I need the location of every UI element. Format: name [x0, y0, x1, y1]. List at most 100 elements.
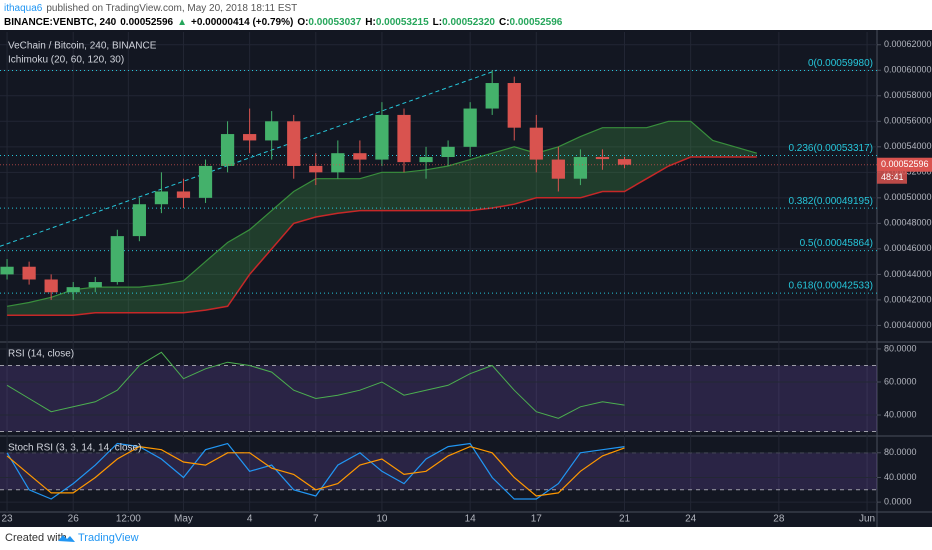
candle-body — [132, 204, 146, 237]
candle-body — [595, 157, 610, 160]
last-price-label: 0.00052596 — [881, 159, 929, 169]
y-tick-label: 0.00054000 — [884, 141, 932, 151]
logo — [58, 535, 75, 542]
series-line — [6, 442, 625, 500]
cloud-fill — [7, 121, 757, 316]
quote-part: L: — [433, 17, 442, 28]
header-bg — [0, 0, 932, 30]
candle-body — [551, 159, 565, 179]
y-tick-label: 0.00056000 — [884, 116, 932, 126]
quote-part: BINANCE:VENBTC, 240 — [4, 17, 117, 28]
trendline — [0, 69, 497, 247]
y-tick-label: 0.00062000 — [884, 39, 932, 49]
y-tick-label: 40.0000 — [884, 472, 917, 482]
band-fill — [0, 452, 877, 490]
y-tick-label: 0.00050000 — [884, 192, 932, 202]
x-tick-label: 24 — [685, 514, 697, 525]
header-line: ithaqua6 published on TradingView.com, Ma… — [4, 3, 297, 14]
quote-part: C: — [499, 17, 510, 28]
x-tick-label: 10 — [376, 514, 388, 525]
x-tick-label: 26 — [68, 514, 80, 525]
candle-body — [573, 157, 588, 179]
candle-body — [375, 114, 389, 160]
pane-title: Stoch RSI (3, 3, 14, 14, close) — [8, 443, 141, 454]
candle-body — [617, 159, 632, 165]
candle-body — [88, 282, 102, 288]
y-tick-label: 0.0000 — [884, 497, 912, 507]
pane-subtitle: Ichimoku (20, 60, 120, 30) — [8, 55, 124, 66]
candle-body — [485, 83, 499, 109]
candle-body — [463, 108, 477, 147]
candle-body — [66, 287, 80, 293]
quote-part: +0.00000414 (+0.79%) — [191, 17, 293, 28]
fib-label: 0.382(0.00049195) — [788, 196, 873, 207]
y-tick-label: 0.00058000 — [884, 90, 932, 100]
y-tick-label: 0.00060000 — [884, 65, 932, 75]
quote-part: 0.00052596 — [120, 17, 173, 28]
candle-body — [265, 121, 279, 141]
pane-title: VeChain / Bitcoin, 240, BINANCE — [8, 41, 157, 52]
cloud-lower — [7, 156, 757, 316]
x-tick-label: 21 — [619, 514, 631, 525]
quote-part: H: — [365, 17, 376, 28]
fib-label: 0.618(0.00042533) — [788, 281, 873, 292]
candle-body — [110, 236, 124, 283]
candle-body — [309, 165, 323, 173]
quote-part: 0.00052320 — [442, 17, 495, 28]
fib-label: 0.236(0.00053317) — [788, 143, 873, 154]
y-tick-label: 0.00046000 — [884, 243, 932, 253]
series-line — [6, 445, 625, 497]
footer-created: Created with — [5, 532, 67, 544]
candle-body — [44, 279, 58, 293]
y-tick-label: 80.0000 — [884, 343, 917, 353]
y-tick-label: 0.00040000 — [884, 320, 932, 330]
candle-body — [529, 127, 543, 160]
candle-body — [441, 146, 455, 158]
x-tick-label: Jun — [859, 514, 875, 525]
candle-body — [507, 83, 521, 128]
user[interactable]: ithaqua6 — [4, 3, 43, 14]
candle-body — [331, 153, 345, 173]
candle-body — [287, 121, 301, 166]
pane-title: RSI (14, close) — [8, 349, 74, 360]
x-tick-label: 4 — [247, 514, 253, 525]
quote-part: 0.00053037 — [308, 17, 361, 28]
candle-body — [353, 153, 367, 160]
y-tick-label: 40.0000 — [884, 409, 917, 419]
candle-body — [220, 134, 235, 166]
last-price-tag — [877, 157, 932, 172]
fib-label: 0(0.00059980) — [808, 58, 873, 69]
candle-body — [243, 134, 257, 141]
fib-label: 0.5(0.00045864) — [800, 238, 873, 249]
quote-part: 0.00053215 — [376, 17, 429, 28]
candle-body — [154, 191, 169, 205]
y-tick-label: 0.00044000 — [884, 269, 932, 279]
cloud-upper — [6, 120, 757, 307]
y-tick-label: 80.0000 — [884, 447, 917, 457]
candle-body — [176, 191, 191, 198]
band-fill — [0, 365, 877, 432]
quote-part: 0.00052596 — [510, 17, 563, 28]
quote-line: BINANCE:VENBTC, 240 0.00052596 ▲ +0.0000041… — [4, 17, 563, 28]
x-tick-label: May — [174, 514, 193, 525]
published: published on TradingView.com, May 20, 20… — [46, 3, 297, 14]
x-tick-label: 17 — [531, 514, 543, 525]
y-tick-label: 0.00042000 — [884, 294, 932, 304]
x-tick-label: 23 — [1, 514, 13, 525]
footer-bg — [0, 527, 932, 550]
quote-part: O: — [297, 17, 308, 28]
y-tick-label: 60.0000 — [884, 376, 917, 386]
candle-body — [0, 266, 14, 275]
candle-body — [22, 266, 36, 280]
x-tick-label: 14 — [465, 514, 477, 525]
candle-body — [397, 114, 411, 163]
x-tick-label: 12:00 — [116, 514, 141, 525]
countdown: 48:41 — [881, 172, 904, 182]
y-tick-label: 0.00048000 — [884, 218, 932, 228]
x-tick-label: 7 — [313, 514, 319, 525]
footer-brand[interactable]: TradingView — [78, 532, 139, 544]
countdown-tag — [877, 171, 907, 184]
candle-body — [419, 157, 433, 163]
x-tick-label: 28 — [773, 514, 785, 525]
